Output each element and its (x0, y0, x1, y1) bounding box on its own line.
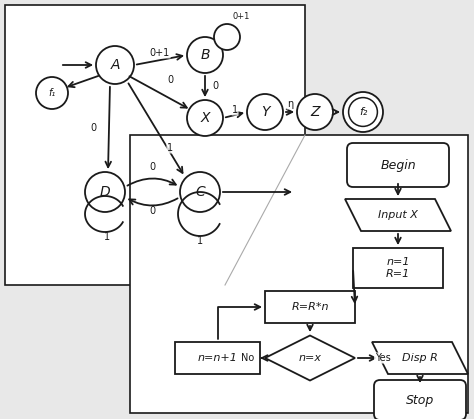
Text: 1: 1 (104, 232, 110, 242)
Text: 0: 0 (90, 123, 96, 133)
Text: f₂: f₂ (359, 107, 367, 117)
Circle shape (36, 77, 68, 109)
Polygon shape (372, 342, 468, 374)
Text: Stop: Stop (406, 393, 434, 406)
Circle shape (187, 100, 223, 136)
Text: n=x: n=x (299, 353, 321, 363)
Text: η: η (287, 99, 293, 109)
Circle shape (180, 172, 220, 212)
Circle shape (214, 24, 240, 50)
Circle shape (247, 94, 283, 130)
Text: Disp R: Disp R (402, 353, 438, 363)
Bar (5, 5, 305, 285)
FancyBboxPatch shape (374, 380, 466, 419)
Text: Z: Z (310, 105, 320, 119)
Polygon shape (345, 199, 451, 231)
Text: 0: 0 (167, 75, 173, 85)
Circle shape (96, 46, 134, 84)
Text: 1: 1 (197, 236, 203, 246)
Bar (353, 248, 443, 288)
Text: Yes: Yes (374, 353, 391, 363)
Text: B: B (200, 48, 210, 62)
Circle shape (297, 94, 333, 130)
Text: Input X: Input X (378, 210, 418, 220)
Text: R=R*n: R=R*n (291, 302, 329, 312)
Text: 1: 1 (232, 105, 238, 115)
Text: n=1
R=1: n=1 R=1 (386, 257, 410, 279)
Text: 0: 0 (149, 206, 155, 216)
Circle shape (85, 172, 125, 212)
Text: 0+1: 0+1 (233, 12, 250, 21)
Text: n=n+1: n=n+1 (198, 353, 238, 363)
Text: Begin: Begin (380, 158, 416, 171)
Text: X: X (200, 111, 210, 125)
Text: 0+1: 0+1 (150, 48, 170, 58)
Text: 0: 0 (149, 162, 155, 172)
Polygon shape (265, 336, 355, 380)
Text: f₁: f₁ (48, 88, 55, 98)
Text: No: No (241, 353, 254, 363)
Bar (175, 342, 261, 374)
Bar (265, 291, 355, 323)
Circle shape (343, 92, 383, 132)
Text: D: D (100, 185, 110, 199)
Text: C: C (195, 185, 205, 199)
FancyBboxPatch shape (347, 143, 449, 187)
Text: 0: 0 (212, 81, 218, 91)
Text: Y: Y (261, 105, 269, 119)
Circle shape (187, 37, 223, 73)
Bar (130, 135, 468, 413)
Text: A: A (110, 58, 120, 72)
Text: 1: 1 (167, 143, 173, 153)
